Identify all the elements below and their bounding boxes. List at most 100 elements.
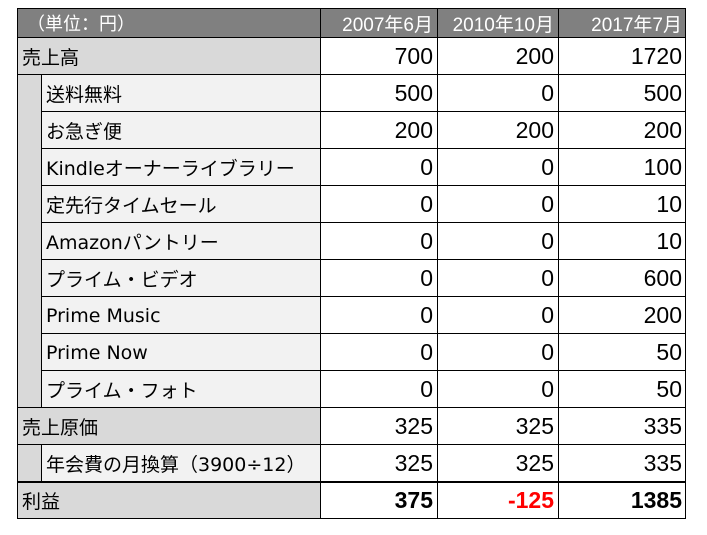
row-label: 定先行タイムセール bbox=[41, 186, 320, 223]
value-cell-2017-07: 600 bbox=[558, 260, 686, 297]
indent-spacer bbox=[17, 297, 41, 334]
table-row: プライム・ビデオ 0 0 600 bbox=[17, 260, 686, 297]
value-cell-2010-10: 0 bbox=[437, 149, 558, 186]
grid-line bbox=[685, 8, 686, 519]
grid-line bbox=[41, 333, 686, 334]
row-label: 売上原価 bbox=[17, 408, 320, 445]
table-row: Kindleオーナーライブラリー 0 0 100 bbox=[17, 149, 686, 186]
grid-line bbox=[41, 148, 686, 149]
value-cell-2010-10: 0 bbox=[437, 297, 558, 334]
row-label: プライム・ビデオ bbox=[41, 260, 320, 297]
table-row: 定先行タイムセール 0 0 10 bbox=[17, 186, 686, 223]
value-cell-2007-06: 0 bbox=[320, 223, 437, 260]
grid-line bbox=[437, 8, 438, 519]
value-cell-2007-06: 0 bbox=[320, 371, 437, 408]
spreadsheet-table: （単位：円） 2007年6月 2010年10月 2017年7月 売上高 700 20… bbox=[17, 8, 686, 519]
row-label: 年会費の月換算（3900÷12） bbox=[41, 445, 320, 482]
profit-row: 利益 375 -125 1385 bbox=[17, 482, 686, 519]
table-row: Prime Music 0 0 200 bbox=[17, 297, 686, 334]
value-cell-2017-07: 10 bbox=[558, 223, 686, 260]
value-cell-2010-10: 0 bbox=[437, 186, 558, 223]
grid-line bbox=[17, 8, 18, 519]
column-header-2010-10: 2010年10月 bbox=[452, 14, 554, 36]
table-row: Amazonパントリー 0 0 10 bbox=[17, 223, 686, 260]
table-row: 売上高 700 200 1720 bbox=[17, 38, 686, 75]
row-label: 売上高 bbox=[17, 38, 320, 75]
grid-line bbox=[558, 8, 559, 519]
header-row: （単位：円） 2007年6月 2010年10月 2017年7月 bbox=[17, 8, 686, 38]
value-cell-2007-06: 700 bbox=[320, 38, 437, 75]
grid-line bbox=[41, 75, 42, 408]
indent-spacer bbox=[17, 260, 41, 297]
value-cell-2017-07: 1385 bbox=[558, 482, 686, 519]
row-label: Prime Music bbox=[41, 297, 320, 334]
value-cell-2017-07: 1720 bbox=[558, 38, 686, 75]
table-row: お急ぎ便 200 200 200 bbox=[17, 112, 686, 149]
table-row: プライム・フォト 0 0 50 bbox=[17, 371, 686, 408]
row-label: プライム・フォト bbox=[41, 371, 320, 408]
value-cell-2007-06: 0 bbox=[320, 260, 437, 297]
table-row: 送料無料 500 0 500 bbox=[17, 75, 686, 112]
value-cell-2007-06: 0 bbox=[320, 186, 437, 223]
indent-spacer bbox=[17, 223, 41, 260]
grid-line bbox=[41, 185, 686, 186]
grid-line bbox=[41, 111, 686, 112]
value-cell-2010-10: 200 bbox=[437, 112, 558, 149]
value-cell-2007-06: 0 bbox=[320, 149, 437, 186]
value-cell-2010-10: 0 bbox=[437, 371, 558, 408]
indent-spacer bbox=[17, 445, 41, 482]
indent-spacer bbox=[17, 75, 41, 112]
value-cell-2010-10: 0 bbox=[437, 334, 558, 371]
table-row: 売上原価 325 325 335 bbox=[17, 408, 686, 445]
row-label: 利益 bbox=[17, 482, 320, 519]
grid-line bbox=[41, 222, 686, 223]
value-cell-2010-10: 0 bbox=[437, 223, 558, 260]
grid-line bbox=[17, 407, 686, 408]
indent-spacer bbox=[17, 186, 41, 223]
grid-line bbox=[17, 37, 686, 38]
value-cell-2007-06: 500 bbox=[320, 75, 437, 112]
indent-spacer bbox=[17, 371, 41, 408]
grid-line bbox=[41, 296, 686, 297]
value-cell-2007-06: 0 bbox=[320, 297, 437, 334]
row-label: Prime Now bbox=[41, 334, 320, 371]
grid-line bbox=[17, 481, 686, 483]
column-header-2017-07: 2017年7月 bbox=[591, 14, 682, 36]
value-cell-2017-07: 335 bbox=[558, 445, 686, 482]
value-cell-2010-10: 0 bbox=[437, 75, 558, 112]
indent-spacer bbox=[17, 334, 41, 371]
row-label: 送料無料 bbox=[41, 75, 320, 112]
table-body: 売上高 700 200 1720 送料無料 500 0 500 お急ぎ便 200 200 200 Kin… bbox=[17, 38, 686, 519]
value-cell-2007-06: 0 bbox=[320, 334, 437, 371]
row-label: Kindleオーナーライブラリー bbox=[41, 149, 320, 186]
value-cell-2010-10: 325 bbox=[437, 445, 558, 482]
table-row: Prime Now 0 0 50 bbox=[17, 334, 686, 371]
value-cell-2010-10: 200 bbox=[437, 38, 558, 75]
value-cell-2017-07: 10 bbox=[558, 186, 686, 223]
value-cell-2017-07: 50 bbox=[558, 371, 686, 408]
value-cell-2017-07: 50 bbox=[558, 334, 686, 371]
value-cell-2017-07: 335 bbox=[558, 408, 686, 445]
value-cell-2007-06: 325 bbox=[320, 408, 437, 445]
value-cell-2017-07: 200 bbox=[558, 112, 686, 149]
value-cell-2010-10: 325 bbox=[437, 408, 558, 445]
value-cell-2010-10: -125 bbox=[437, 482, 558, 519]
value-cell-2017-07: 100 bbox=[558, 149, 686, 186]
value-cell-2017-07: 500 bbox=[558, 75, 686, 112]
grid-line bbox=[41, 259, 686, 260]
value-cell-2017-07: 200 bbox=[558, 297, 686, 334]
grid-line bbox=[17, 518, 686, 519]
grid-line bbox=[41, 445, 42, 482]
value-cell-2007-06: 325 bbox=[320, 445, 437, 482]
grid-line bbox=[17, 444, 686, 445]
value-cell-2007-06: 375 bbox=[320, 482, 437, 519]
table-row: 年会費の月換算（3900÷12） 325 325 335 bbox=[17, 445, 686, 482]
value-cell-2007-06: 200 bbox=[320, 112, 437, 149]
indent-spacer bbox=[17, 149, 41, 186]
column-header-2007-06: 2007年6月 bbox=[342, 14, 433, 36]
grid-line bbox=[17, 74, 686, 75]
indent-spacer bbox=[17, 112, 41, 149]
row-label: Amazonパントリー bbox=[41, 223, 320, 260]
value-cell-2010-10: 0 bbox=[437, 260, 558, 297]
unit-label: （単位：円） bbox=[27, 14, 135, 35]
